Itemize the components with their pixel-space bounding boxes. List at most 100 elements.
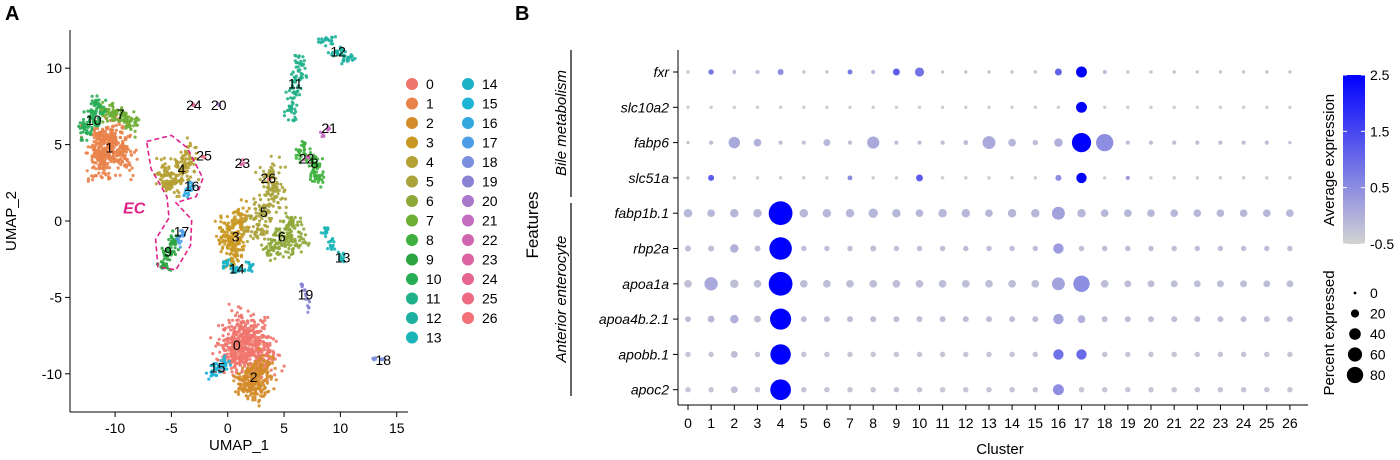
umap-point-c2 bbox=[265, 381, 269, 385]
umap-point-c2 bbox=[253, 383, 257, 387]
umap-point-c0 bbox=[272, 337, 276, 341]
umap-point-c11 bbox=[289, 96, 293, 100]
umap-point-c6 bbox=[285, 215, 289, 219]
dot-apoc2-c23 bbox=[1217, 386, 1224, 393]
dot-rbp2a-c11 bbox=[939, 245, 946, 252]
umap-point-c15 bbox=[204, 371, 209, 375]
umap-point-c6 bbox=[287, 243, 291, 247]
dotplot-x-tick-label: 21 bbox=[1166, 415, 1182, 431]
dotplot-x-tick-label: 22 bbox=[1190, 415, 1206, 431]
panel-b-label: B bbox=[515, 3, 529, 25]
umap-point-c0 bbox=[244, 358, 249, 362]
umap-point-c0 bbox=[242, 338, 246, 342]
umap-point-c3 bbox=[239, 255, 244, 259]
umap-point-c2 bbox=[243, 374, 247, 378]
umap-point-c4 bbox=[157, 171, 161, 175]
umap-point-c1 bbox=[107, 177, 111, 181]
umap-point-c10 bbox=[98, 112, 102, 116]
umap-point-c2 bbox=[253, 360, 257, 364]
dot-slc10a2-c21 bbox=[1172, 105, 1176, 110]
umap-point-c23 bbox=[239, 163, 243, 167]
dot-apoa1a-c14 bbox=[1008, 279, 1016, 288]
umap-point-c0 bbox=[218, 350, 222, 354]
dotplot-x-tick-label: 17 bbox=[1074, 415, 1090, 431]
umap-point-c0 bbox=[241, 353, 245, 357]
umap-point-c5 bbox=[277, 155, 281, 159]
umap-point-c6 bbox=[265, 246, 269, 250]
umap-point-c10 bbox=[80, 136, 84, 140]
umap-point-c0 bbox=[214, 344, 218, 348]
dot-rbp2a-c17 bbox=[1078, 245, 1085, 252]
dotplot-legends: 2.5 1.5 0.5 -0.5 Average expression 0 20 40 60 80… bbox=[1321, 67, 1394, 396]
cluster-label-4: 4 bbox=[178, 161, 186, 177]
umap-point-c5 bbox=[249, 214, 253, 218]
umap-point-c0 bbox=[235, 311, 239, 315]
umap-point-c7 bbox=[101, 120, 105, 124]
umap-point-c16 bbox=[189, 181, 194, 185]
umap-point-c2 bbox=[248, 390, 253, 394]
umap-point-c22 bbox=[306, 154, 310, 158]
umap-point-c0 bbox=[236, 340, 240, 344]
umap-point-c3 bbox=[230, 222, 235, 227]
umap-point-c5 bbox=[269, 154, 273, 158]
legend-label-24: 24 bbox=[482, 271, 498, 287]
umap-point-c1 bbox=[118, 152, 122, 156]
umap-point-c7 bbox=[120, 108, 124, 112]
umap-point-c1 bbox=[107, 166, 112, 170]
legend-label-16: 16 bbox=[482, 115, 498, 131]
umap-point-c8 bbox=[305, 160, 309, 165]
umap-point-c2 bbox=[241, 366, 245, 370]
umap-point-c3 bbox=[221, 233, 225, 237]
legend-swatch-23 bbox=[462, 253, 474, 266]
umap-point-c12 bbox=[349, 53, 353, 57]
umap-point-c13 bbox=[342, 259, 346, 264]
umap-point-c5 bbox=[283, 165, 287, 169]
umap-point-c0 bbox=[259, 329, 263, 333]
legend-swatch-5 bbox=[406, 175, 418, 188]
umap-point-c14 bbox=[238, 266, 242, 270]
umap-point-c0 bbox=[251, 318, 255, 322]
umap-point-c6 bbox=[272, 249, 276, 253]
cluster-label-16: 16 bbox=[184, 178, 200, 194]
umap-point-c14 bbox=[229, 262, 233, 266]
umap-point-c2 bbox=[247, 363, 251, 367]
umap-point-c0 bbox=[262, 348, 267, 352]
cluster-label-12: 12 bbox=[330, 43, 346, 59]
umap-point-c0 bbox=[232, 335, 236, 339]
umap-point-c6 bbox=[303, 233, 308, 237]
umap-point-c12 bbox=[343, 54, 347, 58]
dotplot-x-tick-label: 6 bbox=[823, 415, 831, 431]
dot-apoc2-c15 bbox=[1032, 386, 1039, 393]
umap-point-c9 bbox=[167, 238, 171, 242]
gene-label-slc51a: slc51a bbox=[629, 170, 670, 186]
umap-point-c2 bbox=[237, 387, 241, 391]
umap-point-c7 bbox=[121, 113, 125, 118]
umap-point-c1 bbox=[121, 139, 125, 143]
umap-point-c2 bbox=[265, 366, 269, 370]
color-bar bbox=[1343, 75, 1365, 244]
umap-point-c11 bbox=[286, 118, 291, 122]
umap-point-c8 bbox=[298, 161, 302, 165]
umap-point-c6 bbox=[277, 239, 281, 243]
umap-x-tick-label: -10 bbox=[105, 420, 125, 436]
umap-point-c12 bbox=[339, 52, 343, 56]
umap-point-c3 bbox=[236, 242, 240, 246]
umap-point-c10 bbox=[89, 102, 93, 106]
cluster-label-0: 0 bbox=[233, 337, 241, 353]
umap-point-c12 bbox=[320, 39, 324, 43]
umap-point-c6 bbox=[281, 243, 285, 247]
dot-slc10a2-c16 bbox=[1056, 105, 1061, 110]
umap-point-c10 bbox=[93, 101, 97, 105]
umap-point-c4 bbox=[192, 170, 196, 174]
umap-point-c3 bbox=[237, 221, 241, 225]
dotplot-x-tick-label: 23 bbox=[1213, 415, 1229, 431]
umap-point-c11 bbox=[284, 90, 288, 94]
dot-fabp1b.1-c7 bbox=[845, 208, 855, 218]
umap-point-c3 bbox=[221, 245, 225, 249]
umap-point-c1 bbox=[108, 158, 112, 162]
umap-point-c4 bbox=[175, 165, 179, 169]
umap-point-c0 bbox=[245, 342, 249, 346]
umap-point-c26 bbox=[268, 177, 272, 181]
umap-point-c5 bbox=[268, 172, 272, 176]
umap-point-c12 bbox=[340, 50, 344, 54]
